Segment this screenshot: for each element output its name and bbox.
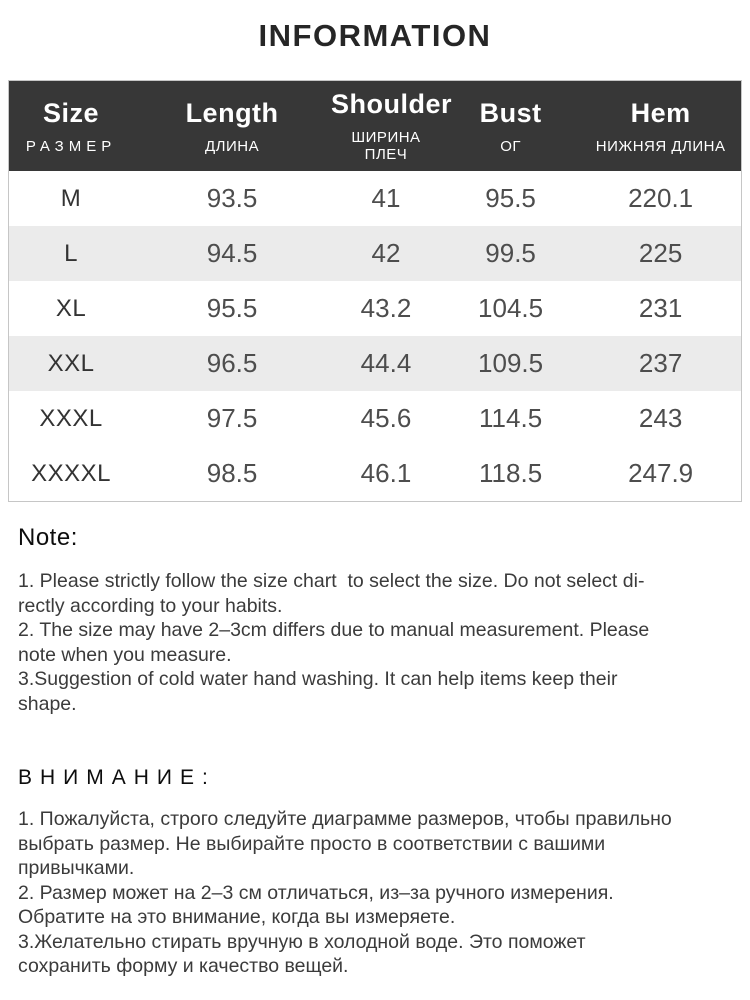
cell-hem: 231 [638,293,683,323]
cell-bust: 109.5 [478,348,544,378]
cell-shoulder: 45.6 [360,403,412,433]
col-header-shoulder: Shoulder ШИРИНА ПЛЕЧ [331,80,453,171]
cell-length: 97.5 [206,403,258,433]
cell-shoulder: 44.4 [360,348,412,378]
col-header-size: Size РАЗМЕР [8,80,134,171]
cell-length: 93.5 [206,183,258,213]
cell-bust: 118.5 [479,458,543,488]
cell-size: XXXL [39,404,103,432]
col-header-hem-en: Hem [630,97,691,128]
cell-hem: 247.9 [628,458,694,488]
col-header-length-en: Length [185,97,279,128]
note-body: 1. Please strictly follow the size chart… [18,570,650,715]
cell-bust: 104.5 [478,293,544,323]
col-header-bust-en: Bust [479,97,542,128]
table-row-xxl: XXL 96.5 44.4 109.5 237 [8,336,742,391]
cell-shoulder: 41 [371,183,401,213]
table-row-l: L 94.5 42 99.5 225 [8,226,742,281]
col-header-shoulder-ru: ШИРИНА ПЛЕЧ [351,129,421,163]
size-chart-body: M 93.5 41 95.5 220.1 L 94.5 42 99.5 225 … [8,171,742,502]
table-row-m: M 93.5 41 95.5 220.1 [9,171,742,226]
cell-hem: 243 [638,403,683,433]
col-header-length: Length ДЛИНА [133,80,332,171]
attention-section: ВНИМАНИЕ: 1. Пожалуйста, строго следуйте… [18,766,732,979]
cell-shoulder: 43.2 [360,293,412,323]
col-header-bust: Bust ОГ [440,80,581,171]
col-header-size-en: Size [43,97,100,128]
note-section: Note: 1. Please strictly follow the size… [18,524,732,716]
cell-bust: 99.5 [485,238,536,268]
col-header-size-ru: РАЗМЕР [25,137,117,155]
page-title: INFORMATION [258,18,492,53]
note-heading: Note: [18,524,78,551]
cell-bust: 114.5 [479,403,543,433]
col-header-hem: Hem НИЖНЯЯ ДЛИНА [580,80,742,171]
cell-hem: 220.1 [628,183,694,213]
col-header-bust-ru: ОГ [500,137,521,155]
cell-shoulder: 46.1 [360,458,412,488]
cell-bust: 95.5 [485,183,536,213]
col-header-shoulder-en: Shoulder [331,89,453,119]
cell-size: XXL [47,349,95,377]
col-header-hem-ru: НИЖНЯЯ ДЛИНА [595,137,726,155]
table-header-row: Size РАЗМЕР Length ДЛИНА Shoulder ШИРИНА… [8,80,742,171]
cell-size: XL [55,294,87,322]
cell-shoulder: 42 [371,238,401,268]
size-chart-header: Size РАЗМЕР Length ДЛИНА Shoulder ШИРИНА… [8,80,742,171]
cell-length: 95.5 [206,293,258,323]
cell-size: M [60,184,82,212]
cell-hem: 225 [638,238,683,268]
attention-body: 1. Пожалуйста, строго следуйте диаграмме… [18,808,672,977]
cell-hem: 237 [638,348,683,378]
col-header-length-ru: ДЛИНА [205,137,260,155]
table-row-xxxl: XXXL 97.5 45.6 114.5 243 [9,391,742,446]
table-row-xl: XL 95.5 43.2 104.5 231 [9,281,742,336]
cell-length: 94.5 [206,238,258,268]
table-row-xxxxl: XXXXL 98.5 46.1 118.5 247.9 [9,446,742,502]
cell-length: 96.5 [206,348,258,378]
cell-size: XXXXL [31,459,111,487]
attention-heading: ВНИМАНИЕ: [18,766,216,789]
cell-size: L [64,239,78,267]
size-chart-table: Size РАЗМЕР Length ДЛИНА Shoulder ШИРИНА… [8,80,742,502]
cell-length: 98.5 [206,458,258,488]
